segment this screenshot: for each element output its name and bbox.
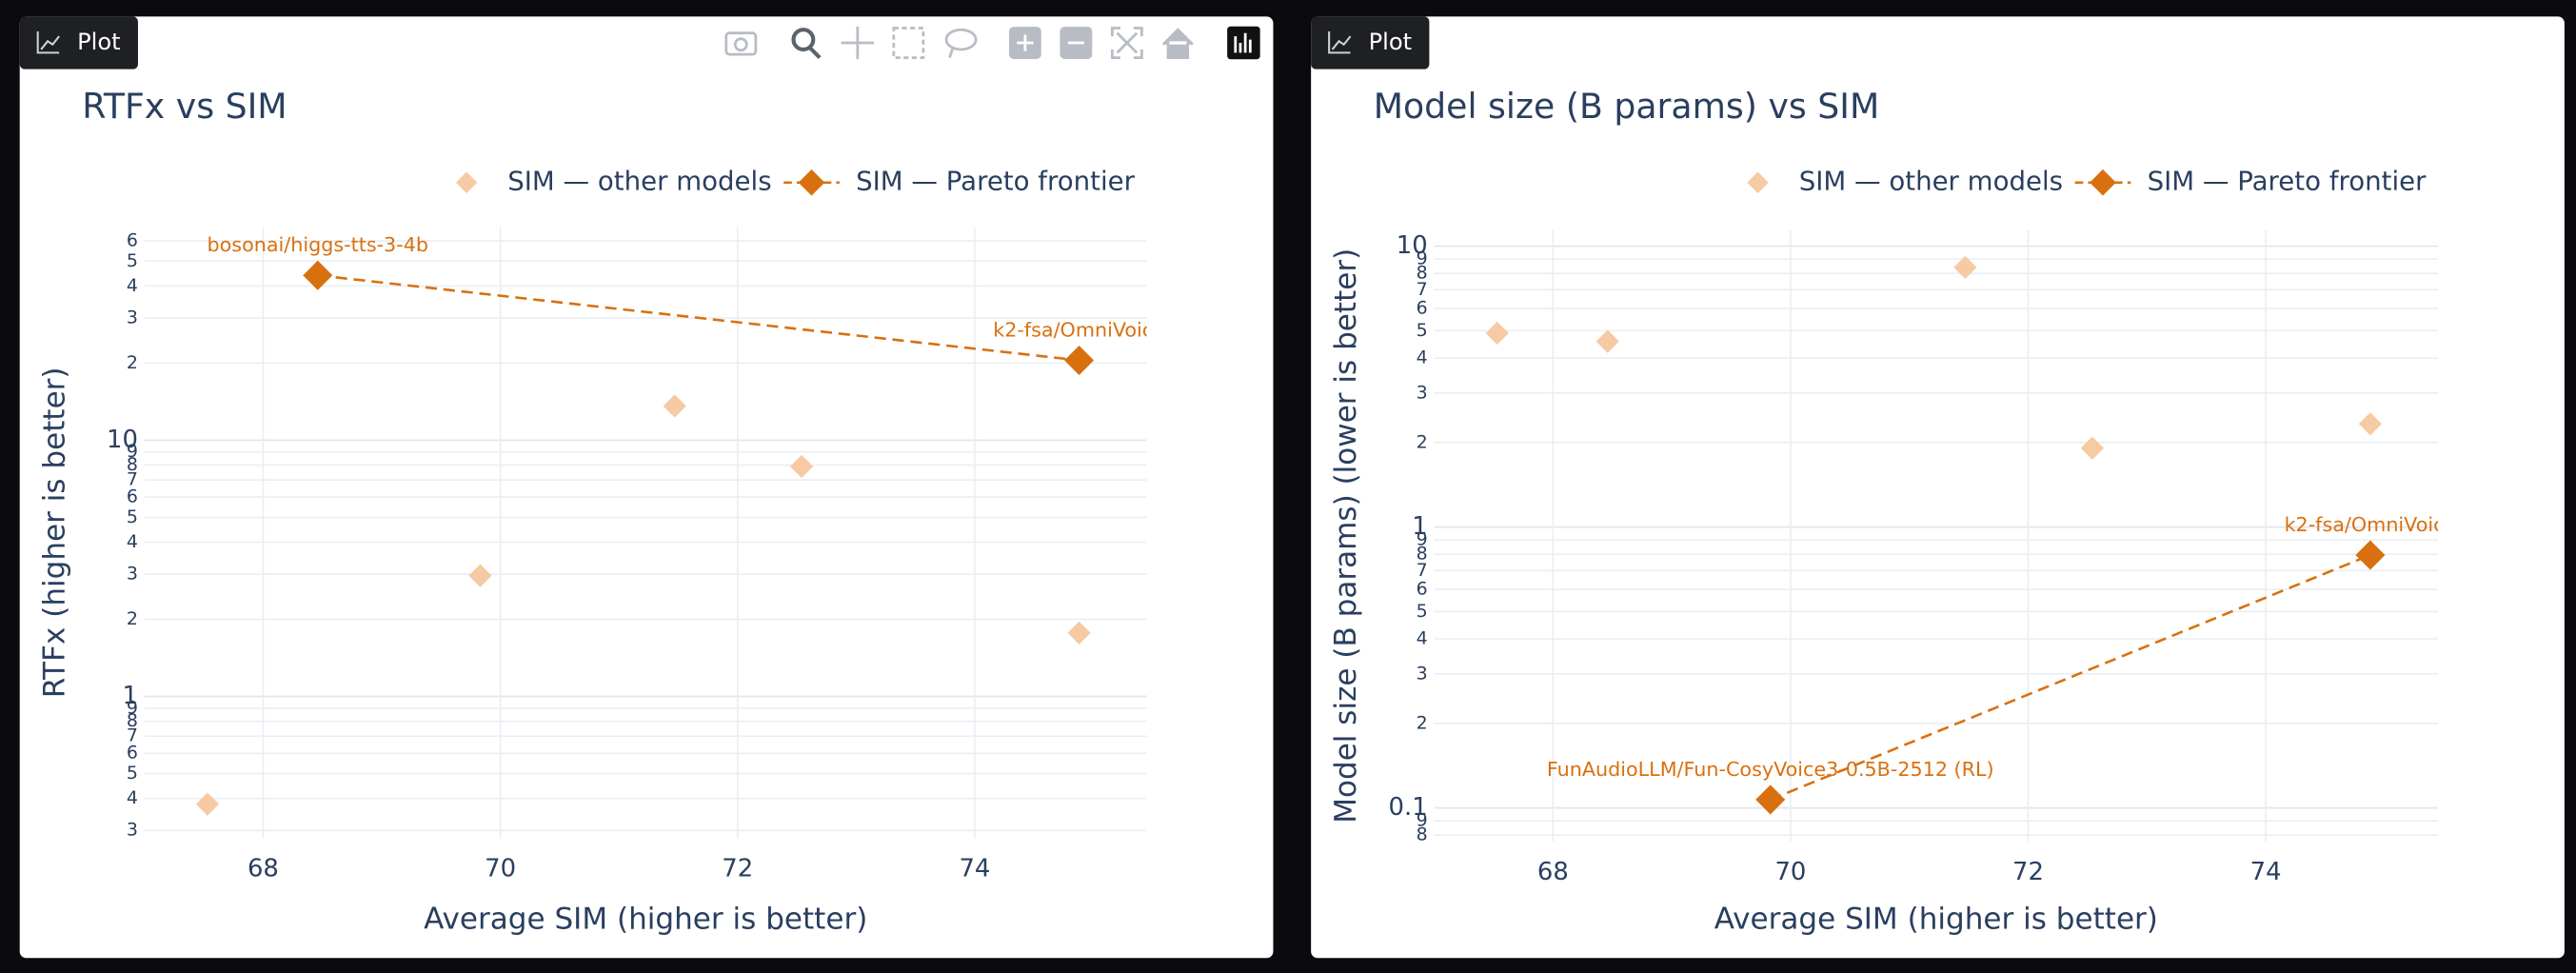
y-tick-label: 9 (1417, 529, 1428, 550)
y-tick-label: 3 (127, 564, 138, 585)
y-tick-label: 6 (1417, 298, 1428, 319)
legend-label: SIM — Pareto frontier (2148, 166, 2427, 197)
tab[interactable]: Plot (1311, 16, 1430, 70)
legend-label: SIM — other models (1799, 166, 2063, 197)
y-tick-label: 5 (127, 763, 138, 784)
x-tick-label: 72 (2012, 858, 2044, 886)
y-tick-label: 3 (127, 307, 138, 328)
y-tick-label: 9 (1417, 810, 1428, 831)
point (2080, 436, 2104, 460)
point (1064, 345, 1095, 376)
x-tick-label: 74 (959, 855, 990, 884)
y-tick-label: 7 (1417, 560, 1428, 581)
y-tick-label: 7 (1417, 279, 1428, 300)
y-tick-label: 3 (1417, 382, 1428, 403)
y-tick-label: 6 (1417, 579, 1428, 600)
y-tick-label: 2 (1417, 431, 1428, 452)
point-label: k2-fsa/OmniVoice (993, 318, 1165, 341)
y-tick-label: 1 (1412, 512, 1427, 541)
camera-button[interactable] (724, 31, 758, 56)
y-tick-label: 4 (1417, 347, 1428, 367)
y-axis-title: RTFx (higher is better) (38, 367, 72, 698)
legend-label: SIM — Pareto frontier (856, 166, 1136, 197)
y-tick-label: 6 (127, 743, 138, 764)
chart-title: RTFx vs SIM (82, 86, 287, 127)
y-tick-label: 10 (1397, 231, 1428, 260)
y-tick-label: 4 (1417, 627, 1428, 648)
legend-label: SIM — other models (507, 166, 771, 197)
tab-label: Plot (1369, 29, 1413, 55)
point (2358, 412, 2382, 436)
zoom-out-button[interactable] (1060, 27, 1093, 59)
point-label: FunAudioLLM/Fun-CosyVoice3-0.5B-2512 (RL… (1547, 758, 1994, 781)
y-tick-label: 4 (127, 275, 138, 296)
reset-button[interactable] (1161, 28, 1194, 59)
point (303, 260, 333, 290)
y-tick-label: 5 (127, 506, 138, 527)
x-axis-title: Average SIM (higher is better) (424, 903, 867, 937)
y-tick-label: 9 (127, 697, 138, 718)
point (1755, 784, 1786, 815)
y-tick-label: 3 (127, 820, 138, 841)
y-tick-label: 4 (127, 787, 138, 808)
x-tick-label: 70 (485, 855, 516, 884)
tab-label: Plot (77, 29, 121, 55)
point (1485, 321, 1509, 346)
y-tick-label: 9 (1417, 248, 1428, 269)
legend-marker (798, 169, 825, 196)
y-tick-label: 5 (127, 250, 138, 271)
y-tick-label: 10 (107, 426, 138, 454)
y-tick-label: 9 (127, 441, 138, 462)
y-tick-label: 7 (127, 725, 138, 746)
y-tick-label: 0.1 (1389, 793, 1428, 822)
x-tick-label: 70 (1774, 858, 1806, 886)
y-tick-label: 1 (122, 682, 137, 710)
y-tick-label: 7 (127, 469, 138, 490)
modebar (724, 26, 1260, 60)
y-tick-label: 8 (127, 454, 138, 475)
y-tick-label: 5 (1417, 320, 1428, 341)
y-tick-label: 8 (1417, 824, 1428, 845)
x-tick-label: 68 (248, 855, 279, 884)
x-tick-label: 74 (2250, 858, 2282, 886)
legend-marker (2090, 169, 2116, 196)
x-tick-label: 68 (1537, 858, 1569, 886)
panel (19, 16, 1274, 959)
y-tick-label: 8 (1417, 544, 1428, 565)
autoscale-button[interactable] (1110, 27, 1143, 59)
y-axis-title: Model size (B params) (lower is better) (1329, 248, 1363, 824)
plotly-logo[interactable] (1227, 26, 1260, 60)
x-tick-label: 72 (722, 855, 753, 884)
chart: Model size (B params) vs SIM890.12345678… (1329, 86, 2457, 937)
y-tick-label: 4 (127, 531, 138, 552)
chart-title: Model size (B params) vs SIM (1374, 86, 1880, 127)
lasso-button[interactable] (944, 28, 978, 59)
y-tick-label: 8 (1417, 263, 1428, 284)
frontier-line (317, 273, 1080, 362)
zoom-in-button[interactable] (1008, 27, 1041, 59)
zoom-button[interactable] (791, 28, 822, 60)
point-label: bosonai/higgs-tts-3-4b (208, 233, 428, 256)
y-tick-label: 2 (127, 608, 138, 629)
y-tick-label: 3 (1417, 663, 1428, 684)
tab[interactable]: Plot (19, 16, 138, 70)
panel (1311, 16, 2565, 959)
y-tick-label: 2 (1417, 712, 1428, 733)
point-label: k2-fsa/OmniVoice (2285, 513, 2457, 536)
y-tick-label: 5 (1417, 601, 1428, 622)
y-tick-label: 8 (127, 710, 138, 731)
x-axis-title: Average SIM (higher is better) (1714, 903, 2158, 937)
y-tick-label: 2 (127, 352, 138, 373)
y-tick-label: 6 (127, 229, 138, 250)
y-tick-label: 6 (127, 486, 138, 507)
pan-button[interactable] (841, 26, 875, 60)
